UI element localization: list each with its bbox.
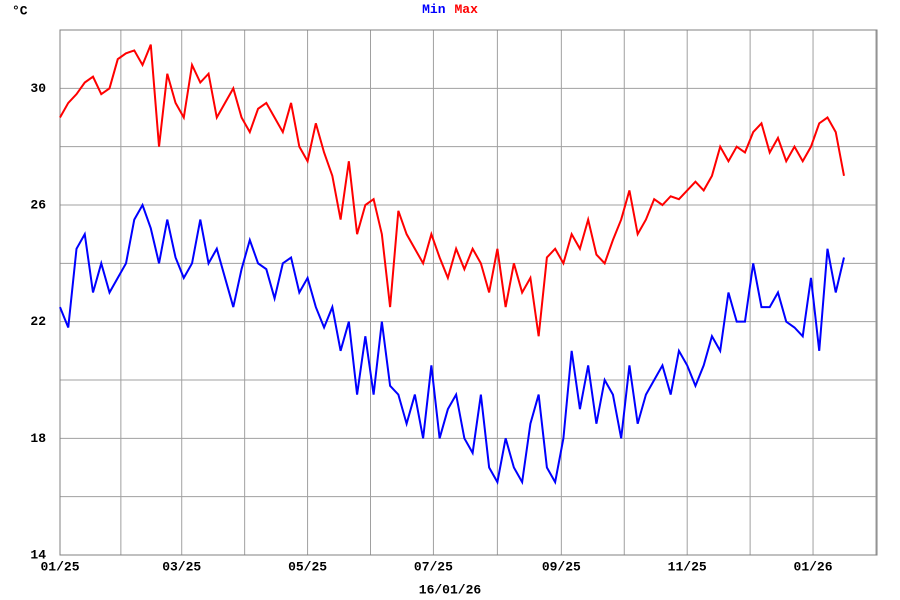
legend-entry: Max — [455, 2, 479, 17]
y-tick-label: 18 — [30, 431, 46, 446]
y-axis-label: °C — [12, 3, 28, 18]
data-line — [59, 202, 845, 486]
x-axis-label: 16/01/26 — [419, 582, 482, 597]
x-tick-label: 11/25 — [668, 559, 707, 574]
y-tick-label: 26 — [30, 197, 46, 212]
y-tick-label: 22 — [30, 314, 46, 329]
data-line — [59, 44, 845, 337]
x-tick-label: 03/25 — [162, 559, 201, 574]
x-tick-label: 01/26 — [794, 559, 833, 574]
x-tick-label: 07/25 — [414, 559, 453, 574]
legend: Min Max — [422, 2, 478, 17]
x-tick-label: 01/25 — [40, 559, 79, 574]
legend-entry: Min — [422, 2, 446, 17]
y-tick-label: 30 — [30, 81, 46, 96]
plot-border — [59, 29, 878, 556]
x-tick-label: 09/25 — [542, 559, 581, 574]
x-tick-label: 05/25 — [288, 559, 327, 574]
y-tick-label: 14 — [30, 547, 46, 562]
